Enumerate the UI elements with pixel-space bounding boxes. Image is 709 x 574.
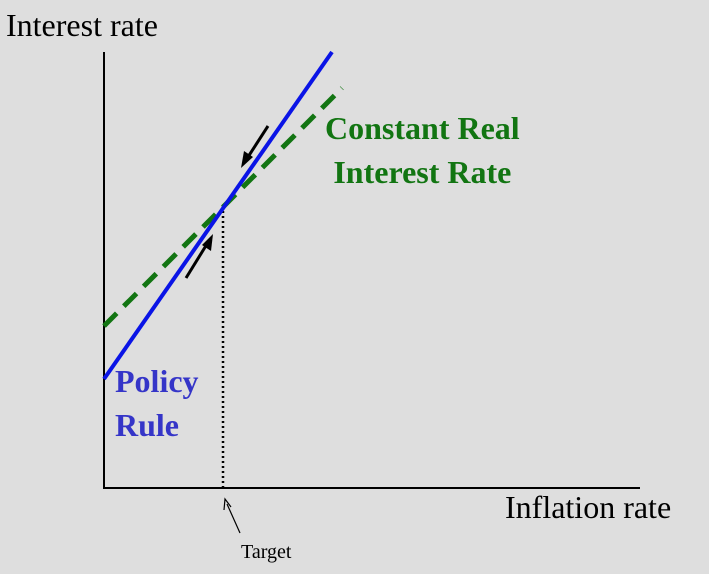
arrow-from-below xyxy=(184,234,213,279)
policy-rule-label: Policy Rule xyxy=(115,359,199,447)
y-axis-label: Interest rate xyxy=(6,7,158,43)
policy-rule-label-line-1: Policy xyxy=(115,363,199,399)
constant-real-label-line-2: Interest Rate xyxy=(333,154,512,190)
target-label: Target xyxy=(241,541,292,563)
target-pointer-arrow xyxy=(223,497,241,534)
policy-rule-line xyxy=(102,50,334,381)
constant-real-label-line-1: Constant Real xyxy=(325,110,520,146)
arrow-from-above xyxy=(241,125,270,168)
x-axis-label: Inflation rate xyxy=(505,489,672,525)
constant-real-interest-rate-label: Constant Real Interest Rate xyxy=(325,106,520,194)
policy-rule-label-line-2: Rule xyxy=(115,407,179,443)
